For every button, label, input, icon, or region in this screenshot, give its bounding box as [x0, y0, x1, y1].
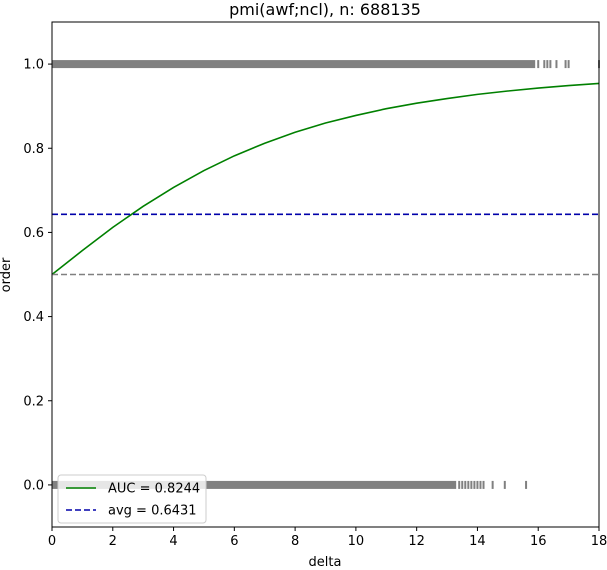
- plot-frame: [51, 21, 600, 528]
- x-tick-label: 10: [348, 534, 365, 549]
- x-tick-label: 16: [530, 534, 547, 549]
- y-tick-label: 1.0: [23, 58, 44, 73]
- legend: [57, 474, 207, 524]
- x-tick-label: 2: [109, 534, 117, 549]
- x-tick-label: 4: [169, 534, 177, 549]
- y-tick-label: 0.2: [23, 394, 44, 409]
- y-tick-label: 0.6: [23, 226, 44, 241]
- x-tick-label: 18: [591, 534, 607, 549]
- y-axis-label: order: [0, 257, 14, 292]
- y-tick-label: 0.8: [23, 142, 44, 157]
- x-tick-label: 14: [469, 534, 486, 549]
- y-tick-label: 0.0: [23, 478, 44, 493]
- x-tick-label: 12: [408, 534, 425, 549]
- rug-band: [52, 60, 536, 69]
- rug-band: [52, 480, 457, 489]
- chart-title: pmi(awf;ncl), n: 688135: [229, 0, 421, 19]
- x-tick-label: 6: [230, 534, 238, 549]
- legend-label: avg = 0.6431: [108, 504, 197, 519]
- y-tick-label: 0.4: [23, 310, 44, 325]
- series-line: [51, 82, 600, 276]
- rug-strip: [52, 60, 600, 69]
- x-tick-label: 0: [48, 534, 56, 549]
- legend-label: AUC = 0.8244: [108, 482, 200, 497]
- x-tick-label: 8: [291, 534, 299, 549]
- rug-strip: [52, 480, 528, 489]
- x-axis-label: delta: [309, 555, 342, 570]
- plot-area: 0 2 4 6 8 10 12 14 16 18 0.0 0.2 0.4 0.6 0.8 1.0 AUC = 0…: [23, 21, 607, 549]
